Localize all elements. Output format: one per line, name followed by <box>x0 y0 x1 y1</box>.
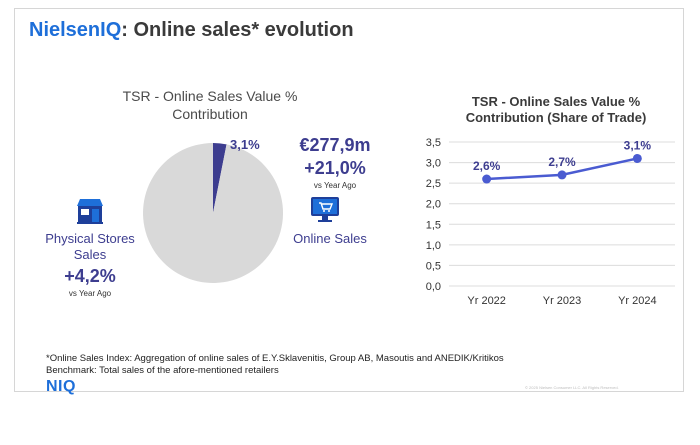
slide: NielsenIQ: Online sales* evolution TSR -… <box>14 8 684 395</box>
pie-slice-physical-stores-sales <box>143 143 284 283</box>
y-tick-label: 0,5 <box>426 260 441 272</box>
line-chart-title: TSR - Online Sales Value % Contribution (… <box>466 94 647 125</box>
data-point <box>632 153 642 163</box>
pie-chart-title: TSR - Online Sales Value % Contribution <box>122 88 298 122</box>
line-chart: TSR - Online Sales Value % Contribution (… <box>413 93 683 318</box>
pie-chart-svg <box>143 143 284 283</box>
footnote-line-2: Benchmark: Total sales of the afore-ment… <box>46 365 279 376</box>
x-tick-label: Yr 2023 <box>543 295 582 307</box>
page-title: NielsenIQ: Online sales* evolution <box>29 19 354 42</box>
pie-slice-online-sales <box>213 143 227 213</box>
data-label: 2,7% <box>548 155 576 169</box>
data-point <box>482 174 492 184</box>
x-tick-label: Yr 2022 <box>467 295 506 307</box>
title-text: : Online sales* evolution <box>121 19 354 41</box>
pie-online-share-label: 3,1% <box>230 137 260 152</box>
pie-chart <box>141 141 285 290</box>
footnote: *Online Sales Index: Aggregation of onli… <box>46 353 504 377</box>
y-tick-label: 3,0 <box>426 158 441 170</box>
copyright-text: © 2025 Nielsen Consumer LLC. All Rights … <box>525 385 619 390</box>
physical-stores-change: +4,2% <box>64 266 116 286</box>
data-point <box>557 170 567 180</box>
online-sales-change: +21,0% <box>304 158 366 178</box>
physical-vs-year-ago: vs Year Ago <box>68 289 112 298</box>
y-tick-label: 2,0 <box>426 199 441 211</box>
data-label: 2,6% <box>473 159 501 173</box>
data-label: 3,1% <box>624 138 652 152</box>
y-tick-label: 3,5 <box>426 137 441 149</box>
online-vs-year-ago: vs Year Ago <box>313 181 357 190</box>
niq-logo: NIQ <box>46 378 76 395</box>
y-tick-label: 1,5 <box>426 219 441 231</box>
y-tick-label: 2,5 <box>426 178 441 190</box>
line-chart-svg: TSR - Online Sales Value % Contribution (… <box>426 94 675 307</box>
footnote-line-1: *Online Sales Index: Aggregation of onli… <box>46 353 504 364</box>
online-sales-value: €277,9m <box>299 135 371 155</box>
online-sales-label: Online Sales <box>293 231 367 246</box>
x-tick-label: Yr 2024 <box>618 295 657 307</box>
title-brand: NielsenIQ <box>29 19 122 41</box>
store-icon <box>75 197 105 230</box>
y-tick-label: 0,0 <box>426 281 441 293</box>
computer-cart-icon <box>310 196 340 229</box>
physical-stores-label: Physical Stores Sales <box>45 231 135 262</box>
y-tick-label: 1,0 <box>426 240 441 252</box>
